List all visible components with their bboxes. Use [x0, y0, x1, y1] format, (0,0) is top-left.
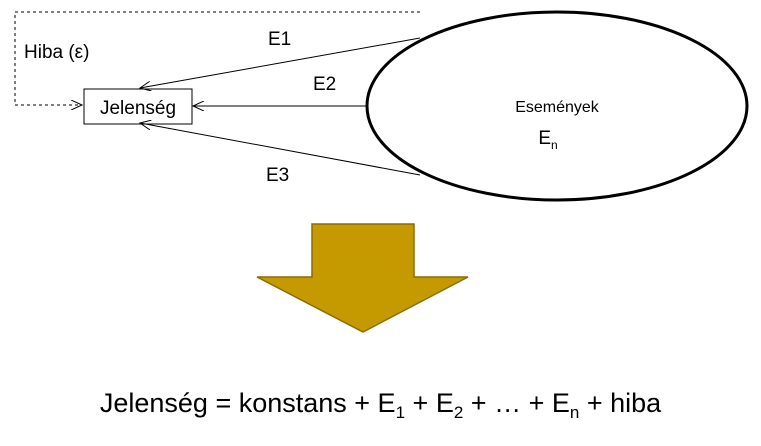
- formula-mid: + … +: [463, 388, 552, 418]
- formula-sub1: 1: [395, 403, 406, 422]
- arrow-e1-label: E1: [268, 29, 291, 50]
- events-title: Események: [515, 99, 600, 116]
- phenomenon-label: Jelenség: [100, 98, 176, 119]
- events-symbol-letter: E: [538, 128, 551, 149]
- big-down-arrow: [256, 223, 469, 333]
- arrow-e1: [140, 37, 421, 88]
- arrow-e2-label: E2: [313, 74, 336, 95]
- events-ellipse: [365, 10, 749, 202]
- events-symbol-subscript: n: [551, 138, 558, 152]
- events-symbol: En: [538, 128, 557, 152]
- error-label: Hiba (ε): [24, 42, 89, 63]
- formula-en: E: [551, 388, 570, 418]
- error-feedback-line: [14, 11, 420, 105]
- arrow-e3-label: E3: [266, 165, 289, 186]
- formula-tail: + hiba: [579, 388, 662, 418]
- arrow-e3: [140, 123, 421, 176]
- phenomenon-box: [83, 88, 193, 125]
- formula: Jelenség = konstans + E1 + E2 + … + En +…: [0, 388, 761, 423]
- formula-e1: E: [377, 388, 396, 418]
- formula-plus: +: [405, 388, 436, 418]
- formula-e2: E: [435, 388, 454, 418]
- formula-eq: = konstans +: [207, 388, 378, 418]
- formula-sub2: 2: [453, 403, 464, 422]
- formula-subn: n: [569, 403, 580, 422]
- formula-lhs: Jelenség: [99, 388, 208, 418]
